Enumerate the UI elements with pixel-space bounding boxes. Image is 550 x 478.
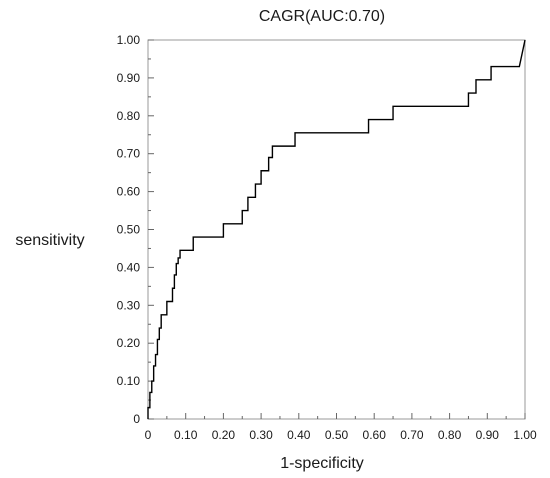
roc-curve-line: [147, 39, 526, 419]
x-tick-label: 0.90: [476, 428, 500, 442]
x-tick-label: 0.10: [174, 428, 198, 442]
y-tick-label: 0.40: [117, 260, 141, 274]
y-tick-label: 0.20: [117, 336, 141, 350]
x-tick-label: 0.50: [325, 428, 349, 442]
x-tick-label: 0: [145, 428, 152, 442]
x-tick-label: 0.40: [287, 428, 311, 442]
y-tick-label: 0.30: [117, 298, 141, 312]
x-tick-label: 0.80: [438, 428, 462, 442]
y-tick-label: 0.70: [117, 147, 141, 161]
x-tick-label: 1.00: [513, 428, 537, 442]
x-tick-label: 0.30: [249, 428, 273, 442]
y-tick-label: 0.80: [117, 109, 141, 123]
roc-series-layer: [147, 39, 526, 419]
y-tick-label: 0: [133, 412, 140, 426]
y-tick-label: 0.10: [117, 374, 141, 388]
y-tick-label: 1.00: [117, 33, 141, 47]
y-tick-label: 0.50: [117, 223, 141, 237]
x-axis-ticks: 0 0.10 0.20 0.30 0.40 0.50 0.60 0.70 0.80 0.90 1.0…: [145, 413, 537, 442]
y-tick-label: 0.60: [117, 185, 141, 199]
x-axis-label: 1-specificity: [280, 455, 364, 472]
y-tick-label: 0.90: [117, 71, 141, 85]
y-axis-label: sensitivity: [15, 232, 84, 249]
y-axis-ticks: 0 0.10 0.20 0.30 0.40 0.50 0.60 0.70 0.80 0.90 1.0…: [117, 33, 154, 426]
x-tick-label: 0.20: [212, 428, 236, 442]
x-tick-label: 0.60: [363, 428, 387, 442]
chart-title: CAGR(AUC:0.70): [259, 8, 385, 25]
x-tick-label: 0.70: [400, 428, 424, 442]
